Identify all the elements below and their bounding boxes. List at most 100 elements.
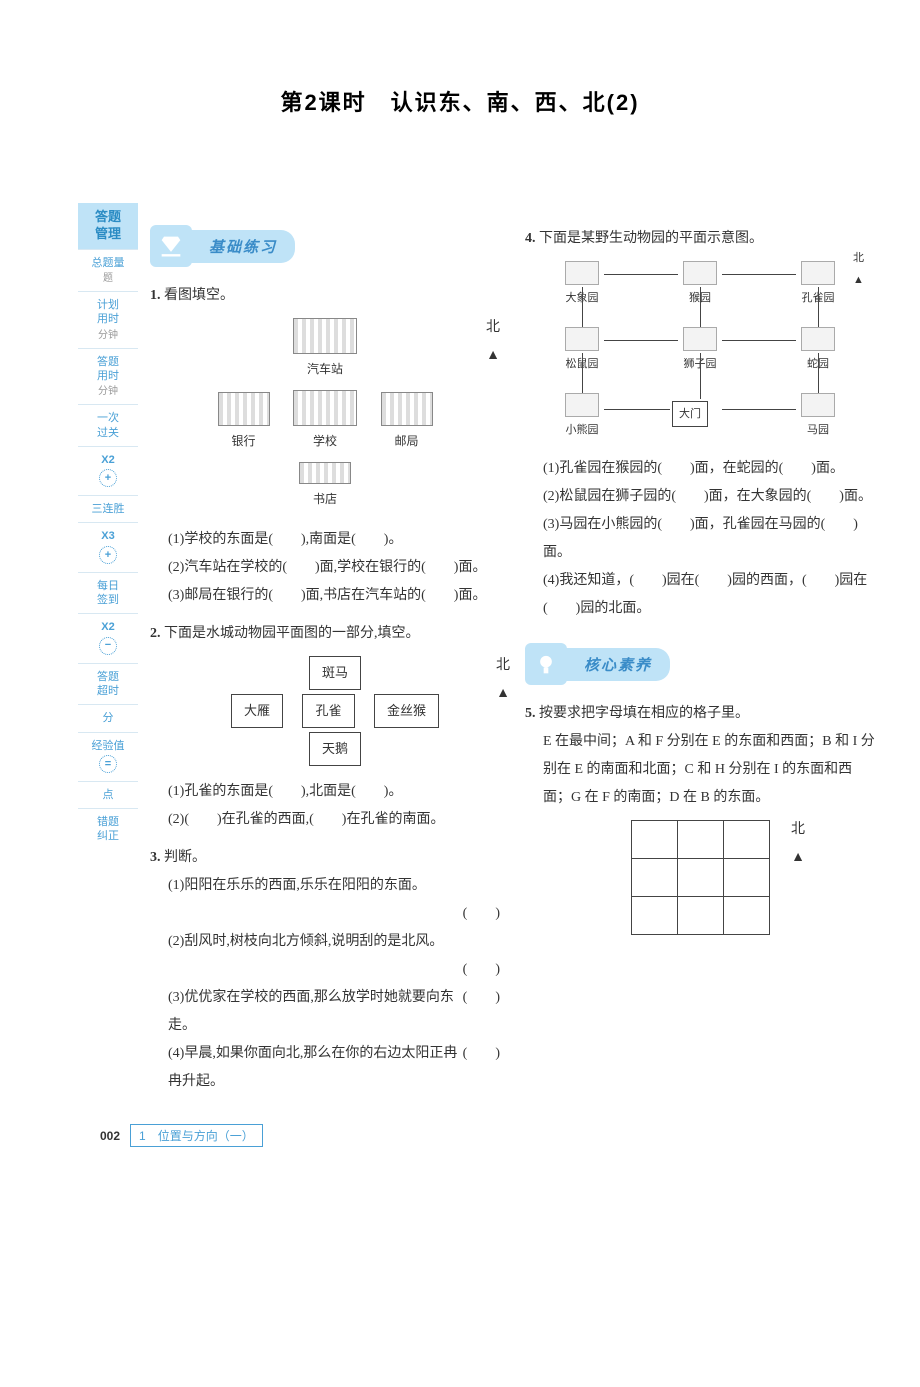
q2-p1: (1)孔雀的东面是( ),北面是( )。 bbox=[150, 778, 500, 806]
side-dian: 点 bbox=[78, 781, 138, 808]
map-edge bbox=[722, 274, 796, 275]
page-footer: 002 1 位置与方向（一） bbox=[100, 1124, 263, 1147]
bldg-bus: 汽车站 bbox=[293, 318, 357, 381]
question-2: 2. 下面是水城动物园平面图的一部分,填空。 北▲ 斑马 大雁 孔雀 金丝猴 天… bbox=[150, 620, 500, 834]
box-goose: 大雁 bbox=[231, 694, 283, 728]
q4-p4: (4)我还知道，( )园在( )园的西面，( )园在( )园的北面。 bbox=[525, 567, 875, 623]
zoo-horse: 马园 bbox=[796, 393, 840, 441]
side-sign: 每日 签到 bbox=[78, 572, 138, 614]
q1-stem: 看图填空。 bbox=[164, 288, 234, 303]
banner-icon bbox=[525, 643, 567, 685]
side-sub: 题 bbox=[80, 272, 136, 285]
north-label: 北 bbox=[853, 252, 864, 264]
right-column: 4. 下面是某野生动物园的平面示意图。 北▲ 大象园 猴园 孔雀园 松鼠园 狮子… bbox=[525, 225, 875, 1106]
page-title: 第2课时 认识东、南、西、北(2) bbox=[0, 85, 920, 117]
q5-grid-wrap: 北▲ bbox=[525, 820, 875, 935]
q3-p3: (3)优优家在学校的西面,那么放学时她就要向东走。( ) bbox=[150, 984, 500, 1040]
box-zebra: 斑马 bbox=[309, 656, 361, 690]
zoo-bear: 小熊园 bbox=[560, 393, 604, 441]
north-indicator: 北▲ bbox=[791, 816, 805, 872]
side-label: 三连胜 bbox=[92, 503, 125, 515]
side-label: 分 bbox=[103, 712, 114, 724]
side-plan: 计划 用时分钟 bbox=[78, 291, 138, 348]
side-time: 答题 用时分钟 bbox=[78, 348, 138, 405]
q5-desc: E 在最中间；A 和 F 分别在 E 的东面和西面；B 和 I 分别在 E 的南… bbox=[525, 728, 875, 812]
map-edge bbox=[722, 340, 796, 341]
q1-p1: (1)学校的东面是( ),南面是( )。 bbox=[150, 526, 500, 554]
bldg-label: 学校 bbox=[313, 434, 337, 448]
map-edge bbox=[582, 353, 583, 393]
letter-grid bbox=[631, 820, 770, 935]
q3-b2: ( ) bbox=[150, 956, 500, 984]
bldg-label: 邮局 bbox=[394, 434, 418, 448]
side-x2b: X2 − bbox=[78, 613, 138, 662]
q4-p1: (1)孔雀园在猴园的( )面，在蛇园的( )面。 bbox=[525, 455, 875, 483]
page-number: 002 bbox=[100, 1129, 120, 1143]
question-3: 3. 判断。 (1)阳阳在乐乐的西面,乐乐在阳阳的东面。 ( ) (2)刮风时,… bbox=[150, 844, 500, 1096]
q1-num: 1. bbox=[150, 288, 161, 303]
bldg-bank: 银行 bbox=[218, 392, 270, 453]
side-label: 答题 超时 bbox=[97, 671, 119, 697]
map-edge bbox=[818, 353, 819, 393]
map-edge bbox=[818, 287, 819, 327]
side-correct: 错题 纠正 bbox=[78, 808, 138, 850]
zoo-gate: 大门 bbox=[672, 401, 708, 427]
north-label: 北 bbox=[791, 822, 805, 837]
minus-icon: − bbox=[99, 637, 117, 655]
q3-p2: (2)刮风时,树枝向北方倾斜,说明刮的是北风。 bbox=[150, 928, 500, 956]
side-label: 计划 用时 bbox=[97, 299, 119, 325]
q3-num: 3. bbox=[150, 850, 161, 865]
side-triple: 三连胜 bbox=[78, 495, 138, 522]
q5-num: 5. bbox=[525, 706, 536, 721]
q5-stem: 按要求把字母填在相应的格子里。 bbox=[539, 706, 749, 721]
q1-p2: (2)汽车站在学校的( )面,学校在银行的( )面。 bbox=[150, 554, 500, 582]
bldg-label: 银行 bbox=[231, 434, 255, 448]
map-edge bbox=[582, 287, 583, 327]
map-edge bbox=[604, 409, 670, 410]
side-overtime: 答题 超时 bbox=[78, 663, 138, 705]
side-fen: 分 bbox=[78, 704, 138, 731]
question-1: 1. 看图填空。 北▲ 汽车站 银行 学校 邮局 书店 (1)学校的东面是( bbox=[150, 282, 500, 610]
q3-text: (1)阳阳在乐乐的西面,乐乐在阳阳的东面。 bbox=[168, 878, 426, 893]
side-exp: 经验值= bbox=[78, 732, 138, 781]
north-indicator: 北▲ bbox=[853, 247, 864, 291]
map-edge bbox=[700, 353, 701, 399]
q1-p3: (3)邮局在银行的( )面,书店在汽车站的( )面。 bbox=[150, 582, 500, 610]
bldg-book: 书店 bbox=[299, 462, 351, 511]
side-label: X3 bbox=[101, 530, 114, 542]
side-label: X2 bbox=[101, 454, 114, 466]
side-label: 每日 签到 bbox=[97, 580, 119, 606]
north-label: 北 bbox=[486, 320, 500, 335]
plus-icon: + bbox=[99, 546, 117, 564]
q4-stem: 下面是某野生动物园的平面示意图。 bbox=[539, 231, 763, 246]
q3-b1: ( ) bbox=[150, 900, 500, 928]
q3-p4: (4)早晨,如果你面向北,那么在你的右边太阳正冉冉升起。( ) bbox=[150, 1040, 500, 1096]
q1-figure: 北▲ 汽车站 银行 学校 邮局 书店 bbox=[150, 318, 500, 514]
q4-num: 4. bbox=[525, 231, 536, 246]
banner-label: 基础练习 bbox=[187, 230, 295, 263]
map-edge bbox=[700, 287, 701, 327]
q2-num: 2. bbox=[150, 626, 161, 641]
q3-bracket: ( ) bbox=[463, 1040, 500, 1096]
bldg-post: 邮局 bbox=[381, 392, 433, 453]
bldg-label: 书店 bbox=[313, 492, 337, 506]
question-5: 5. 按要求把字母填在相应的格子里。 E 在最中间；A 和 F 分别在 E 的东… bbox=[525, 700, 875, 935]
q4-p3: (3)马园在小熊园的( )面，孔雀园在马园的( )面。 bbox=[525, 511, 875, 567]
side-x3: X3 + bbox=[78, 522, 138, 571]
side-pass: 一次 过关 bbox=[78, 404, 138, 446]
bldg-school: 学校 bbox=[293, 390, 357, 453]
side-sub: 分钟 bbox=[80, 329, 136, 342]
question-4: 4. 下面是某野生动物园的平面示意图。 北▲ 大象园 猴园 孔雀园 松鼠园 狮子… bbox=[525, 225, 875, 623]
banner-core: 核心素养 bbox=[525, 643, 670, 685]
left-column: 基础练习 1. 看图填空。 北▲ 汽车站 银行 学校 邮局 书店 bbox=[150, 225, 500, 1106]
sidebar-header: 答题 管理 bbox=[78, 203, 138, 249]
side-label: 一次 过关 bbox=[97, 412, 119, 438]
north-label: 北 bbox=[496, 658, 510, 673]
banner-icon bbox=[150, 225, 192, 267]
zoo-label: 马园 bbox=[807, 424, 829, 436]
side-label: X2 bbox=[101, 621, 114, 633]
plus-icon: + bbox=[99, 469, 117, 487]
q2-p2: (2)( )在孔雀的西面,( )在孔雀的南面。 bbox=[150, 806, 500, 834]
q2-figure: 北▲ 斑马 大雁 孔雀 金丝猴 天鹅 bbox=[170, 656, 500, 766]
q4-p2: (2)松鼠园在狮子园的( )面，在大象园的( )面。 bbox=[525, 483, 875, 511]
